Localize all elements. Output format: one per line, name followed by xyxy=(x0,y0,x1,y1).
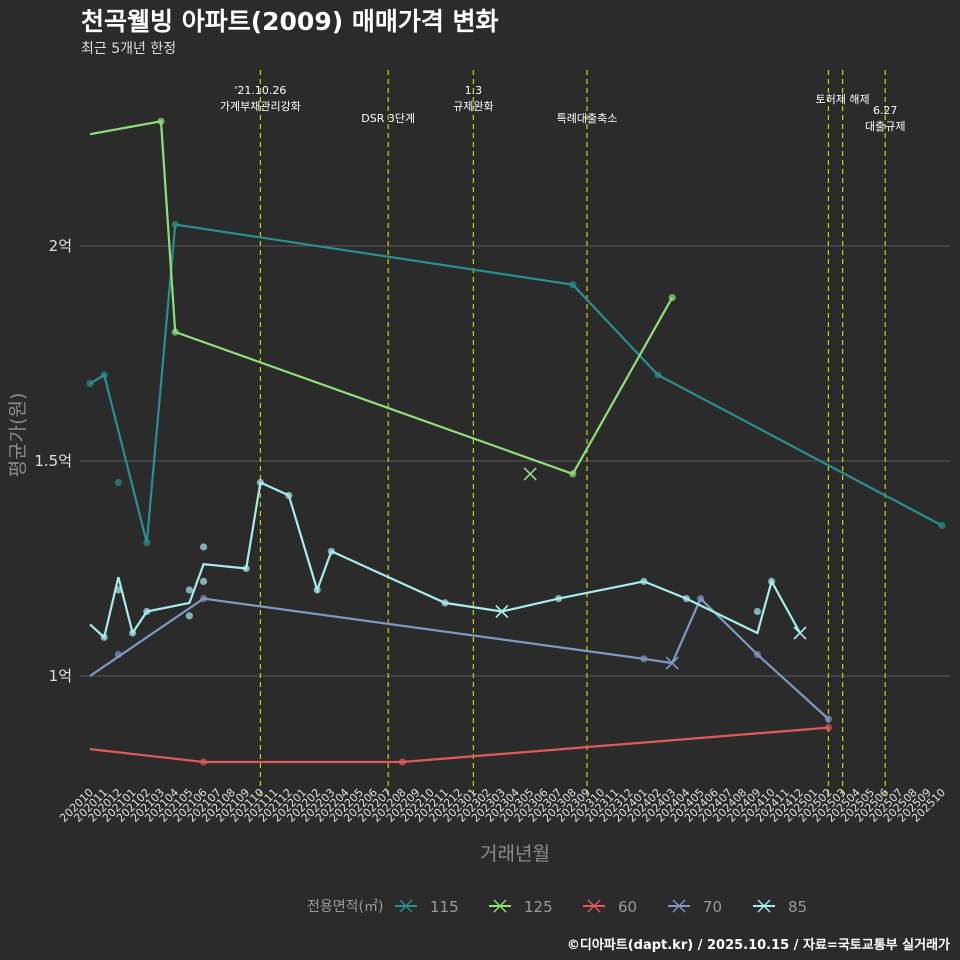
legend-cross xyxy=(757,899,771,913)
data-point-85 xyxy=(129,629,137,637)
event-annotation: 6.27 xyxy=(873,104,898,117)
data-point-60 xyxy=(200,758,208,766)
data-point-85 xyxy=(200,577,208,586)
event-annotation: 규제완화 xyxy=(453,100,493,113)
series-85 xyxy=(89,478,807,641)
source-caption: ©디아파트(dapt.kr) / 2025.10.15 / 자료=국토교통부 실… xyxy=(566,938,950,953)
legend-label: 125 xyxy=(524,898,553,916)
y-tick-label: 1억 xyxy=(49,667,72,685)
series-125 xyxy=(89,117,676,481)
data-point-115 xyxy=(654,371,662,379)
data-point-115 xyxy=(938,521,946,530)
cross-marker-125 xyxy=(523,467,537,481)
data-point-70 xyxy=(753,650,762,659)
data-point-85 xyxy=(682,595,691,603)
data-point-70 xyxy=(697,595,705,603)
legend-label: 70 xyxy=(703,898,722,916)
legend-label: 115 xyxy=(430,898,459,916)
data-point-70 xyxy=(824,715,833,723)
grid-layer xyxy=(80,245,950,677)
data-point-85 xyxy=(285,491,293,499)
cross-marker-85 xyxy=(495,604,509,619)
data-point-85 xyxy=(185,586,193,594)
data-point-125 xyxy=(157,117,165,125)
legend-cross xyxy=(672,899,686,913)
data-point-85 xyxy=(313,586,321,594)
legend-label: 85 xyxy=(788,898,807,916)
data-point-85 xyxy=(143,607,151,616)
data-point-115 xyxy=(143,539,151,547)
data-point-85 xyxy=(327,547,335,555)
legend-item-70: 70 xyxy=(668,898,722,916)
data-point-60 xyxy=(824,724,833,732)
event-annotation: 대출규제 xyxy=(865,120,905,133)
series-layer xyxy=(86,117,946,766)
data-point-115 xyxy=(100,371,108,379)
data-point-60 xyxy=(398,758,406,766)
chart-title: 천곡웰빙 아파트(2009) 매매가격 변화 xyxy=(81,7,499,36)
legend-label: 60 xyxy=(618,898,637,916)
data-point-85 xyxy=(185,612,193,620)
x-axis-label: 거래년월 xyxy=(480,843,550,865)
event-annotation: 1.3 xyxy=(465,84,483,97)
data-point-85 xyxy=(555,595,563,603)
series-line-115 xyxy=(89,223,943,543)
chart-subtitle: 최근 5개년 한정 xyxy=(81,41,177,57)
data-point-85 xyxy=(100,633,108,641)
data-point-85 xyxy=(200,543,208,551)
data-point-85 xyxy=(256,478,264,487)
legend-item-115: 115 xyxy=(395,898,459,916)
legend-item-60: 60 xyxy=(583,898,637,916)
legend-cross xyxy=(587,899,601,913)
legend-title: 전용면적(㎡) xyxy=(307,899,383,915)
legend-item-85: 85 xyxy=(753,898,807,916)
event-annotation: DSR 3단계 xyxy=(361,112,415,125)
cross-marker-70 xyxy=(665,656,679,670)
data-point-85 xyxy=(640,577,648,586)
legend-cross xyxy=(493,899,507,913)
data-point-115 xyxy=(171,220,179,229)
data-point-85 xyxy=(753,607,762,616)
data-point-125 xyxy=(171,328,179,336)
event-annotation: 가계부채관리강화 xyxy=(220,100,301,113)
data-point-85 xyxy=(114,586,122,594)
y-tick-label: 1.5억 xyxy=(34,452,72,470)
cross-marker-85 xyxy=(793,626,807,640)
event-annotation: '21.10.26 xyxy=(234,84,286,97)
data-point-125 xyxy=(668,294,676,302)
series-60 xyxy=(89,724,833,766)
event-annotation: 토허제 해제 xyxy=(816,92,870,106)
series-line-85 xyxy=(89,480,801,640)
event-annotation: 특례대출축소 xyxy=(557,112,618,125)
data-point-85 xyxy=(242,564,250,573)
y-axis: 1억 1.5억 2억 xyxy=(34,237,72,685)
legend-item-125: 125 xyxy=(489,898,553,916)
y-tick-label: 2억 xyxy=(49,237,72,255)
y-axis-label: 평균가(원) xyxy=(7,393,29,478)
data-point-115 xyxy=(569,281,577,289)
x-axis: 2020102020112020122021012021022021032021… xyxy=(57,786,948,825)
series-line-60 xyxy=(89,726,829,764)
data-point-115 xyxy=(114,478,122,487)
data-point-70 xyxy=(114,650,122,659)
data-point-70 xyxy=(640,655,648,663)
series-70 xyxy=(89,595,833,723)
data-point-85 xyxy=(768,577,776,586)
series-115 xyxy=(86,220,946,547)
data-point-115 xyxy=(86,380,94,388)
series-line-70 xyxy=(89,596,830,720)
legend: 전용면적(㎡) 115 125 60 70 85 xyxy=(307,898,807,916)
data-point-85 xyxy=(441,599,449,607)
data-point-70 xyxy=(200,595,208,603)
data-point-125 xyxy=(569,470,577,478)
legend-cross xyxy=(399,899,413,913)
